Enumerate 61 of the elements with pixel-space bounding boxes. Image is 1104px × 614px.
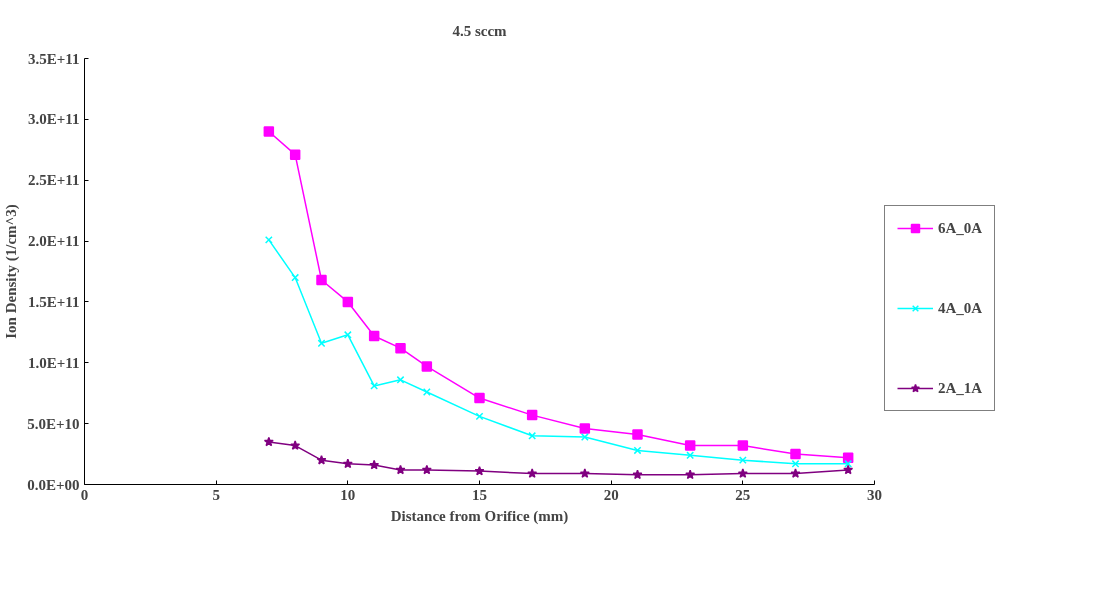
y-tick-label: 3.5E+11 <box>28 50 80 67</box>
point <box>263 126 275 137</box>
legend-label: 4A_0A <box>938 299 983 317</box>
legend-label: 2A_1A <box>938 379 983 397</box>
legend-label: 6A_0A <box>938 219 983 237</box>
point <box>737 468 748 478</box>
point <box>737 440 749 451</box>
point <box>395 342 406 354</box>
point <box>395 464 406 475</box>
point <box>527 468 538 478</box>
y-tick-label: 0.0E+00 <box>27 476 80 493</box>
y-tick-label: 2.0E+11 <box>28 233 80 250</box>
point <box>790 448 801 460</box>
point <box>475 412 484 421</box>
x-tick-label: 15 <box>472 486 487 503</box>
x-tick-label: 20 <box>603 486 619 503</box>
point <box>422 388 431 396</box>
point <box>264 235 273 244</box>
x-tick-label: 10 <box>340 486 356 503</box>
point <box>370 381 379 390</box>
point <box>790 468 801 478</box>
point <box>528 431 537 440</box>
point <box>844 459 853 468</box>
point <box>317 339 326 348</box>
point <box>291 273 300 282</box>
point <box>474 465 485 476</box>
chart-title: 4.5 sccm <box>452 22 508 39</box>
point <box>526 409 538 421</box>
point <box>342 296 354 308</box>
point <box>342 458 353 469</box>
x-axis-title: Distance from Orifice (mm) <box>390 507 569 525</box>
point <box>474 392 485 404</box>
point <box>421 464 432 475</box>
x-tick-label: 25 <box>735 486 751 503</box>
x-tick-label: 5 <box>212 486 220 503</box>
point <box>632 429 643 440</box>
point <box>579 423 591 434</box>
x-tick-label: 30 <box>867 486 882 503</box>
point <box>579 468 590 478</box>
point <box>316 274 327 286</box>
point <box>843 464 854 475</box>
y-tick-label: 5.0E+10 <box>27 415 80 432</box>
point <box>290 440 301 450</box>
point <box>343 330 352 339</box>
point <box>396 375 405 384</box>
point <box>263 436 274 447</box>
y-tick-label: 1.0E+11 <box>28 354 80 371</box>
x-tick-label: 0 <box>80 486 89 503</box>
point <box>842 452 854 463</box>
point <box>369 459 380 470</box>
y-axis-title: Ion Density (1/cm^3) <box>3 204 21 339</box>
point <box>289 149 301 160</box>
point <box>368 330 380 342</box>
point <box>738 456 747 465</box>
y-tick-label: 2.5E+11 <box>28 172 80 189</box>
y-tick-label: 3.0E+11 <box>28 111 80 128</box>
y-tick-label: 1.5E+11 <box>28 293 80 310</box>
point <box>684 440 696 451</box>
point <box>316 454 327 465</box>
point <box>685 469 696 480</box>
point <box>421 361 433 372</box>
